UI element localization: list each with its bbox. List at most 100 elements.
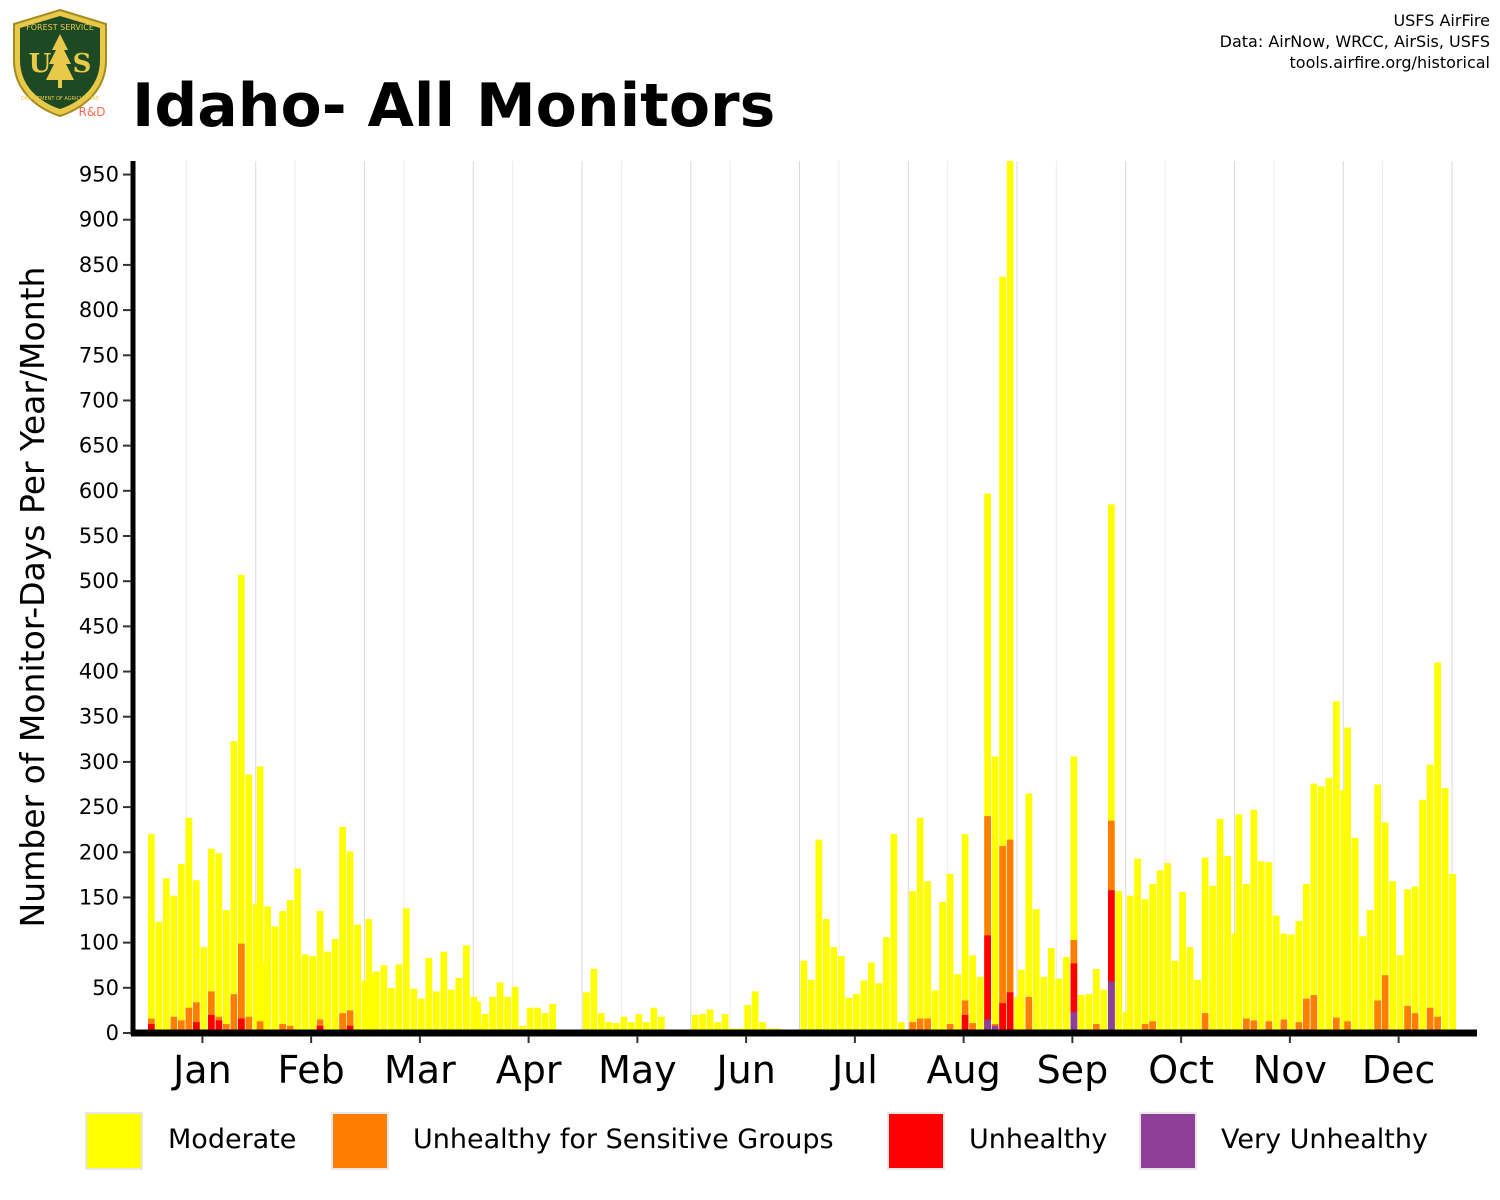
bar-moderate xyxy=(223,910,230,1033)
bar-moderate xyxy=(1100,989,1108,1033)
bar-moderate xyxy=(853,994,860,1033)
x-tick-label: Aug xyxy=(927,1048,1001,1092)
x-tick-label: Apr xyxy=(496,1048,562,1092)
legend-label: Unhealthy xyxy=(969,1124,1108,1155)
bar-unhealthy xyxy=(238,1018,245,1033)
bar-unhealthy xyxy=(1070,963,1078,1033)
bar-usg xyxy=(916,1018,924,1033)
bar-moderate xyxy=(148,834,155,1033)
bar-moderate xyxy=(1048,948,1055,1033)
bar-unhealthy xyxy=(961,1014,969,1033)
bar-moderate xyxy=(403,908,410,1033)
bar-moderate xyxy=(845,997,853,1033)
bar-moderate xyxy=(489,996,496,1033)
bar-unhealthy xyxy=(1108,890,1115,1033)
bar-moderate xyxy=(346,851,354,1033)
bar-moderate xyxy=(200,947,208,1033)
bar-usg xyxy=(924,1018,931,1033)
legend-swatch xyxy=(85,1112,143,1170)
bar-moderate xyxy=(800,960,808,1033)
bar-moderate xyxy=(1134,858,1141,1033)
bar-moderate xyxy=(511,986,519,1033)
bar-moderate xyxy=(1093,968,1100,1033)
bar-moderate xyxy=(1123,1012,1130,1033)
bar-usg xyxy=(279,1023,286,1033)
bar-moderate xyxy=(946,873,954,1033)
bar-usg xyxy=(346,1010,354,1033)
bar-usg xyxy=(984,816,991,1033)
legend-swatch xyxy=(887,1112,945,1170)
bar-unhealthy xyxy=(148,1023,155,1033)
bar-moderate xyxy=(1340,789,1348,1033)
bar-moderate xyxy=(1033,909,1040,1033)
bar-moderate xyxy=(635,1014,643,1033)
bar-unhealthy xyxy=(193,1022,200,1033)
bar-moderate xyxy=(991,756,999,1033)
bar-moderate xyxy=(534,1007,541,1033)
bar-moderate xyxy=(354,924,361,1033)
bar-moderate xyxy=(1006,161,1014,1033)
bar-moderate xyxy=(271,926,279,1033)
bar-moderate xyxy=(215,853,223,1033)
bar-moderate xyxy=(1164,863,1171,1033)
bar-moderate xyxy=(279,911,286,1033)
bar-unhealthy xyxy=(316,1025,324,1033)
bar-moderate xyxy=(620,1016,628,1033)
bar-moderate xyxy=(448,989,455,1033)
svg-text:U: U xyxy=(29,49,52,79)
bar-moderate xyxy=(1404,889,1411,1033)
bar-moderate xyxy=(549,1004,556,1033)
bar-usg xyxy=(193,1002,200,1033)
bar-moderate xyxy=(1224,855,1231,1033)
bar-moderate xyxy=(1231,933,1239,1033)
bar-moderate xyxy=(883,937,890,1033)
bar-unhealthy xyxy=(984,935,991,1033)
bar-moderate xyxy=(1389,881,1396,1033)
bar-very-unhealthy xyxy=(1070,1012,1078,1033)
x-tick-label: Jun xyxy=(714,1048,775,1092)
y-tick-label: 150 xyxy=(79,885,119,909)
bar-usg xyxy=(1280,1019,1288,1033)
bar-moderate xyxy=(519,1025,526,1033)
bar-moderate xyxy=(365,919,373,1033)
y-tick-label: 50 xyxy=(92,976,119,1000)
bar-moderate xyxy=(185,817,193,1033)
bar-moderate xyxy=(1040,976,1048,1033)
bar-moderate xyxy=(1179,892,1186,1033)
bar-moderate xyxy=(369,975,376,1033)
bar-moderate xyxy=(598,1013,605,1033)
bar-moderate xyxy=(208,848,215,1033)
bar-moderate xyxy=(1078,995,1085,1033)
bar-very-unhealthy xyxy=(1108,981,1115,1033)
bar-moderate xyxy=(744,1004,751,1033)
y-tick-label: 100 xyxy=(79,931,119,955)
bar-usg xyxy=(1426,1007,1434,1033)
bar-moderate xyxy=(650,1007,658,1033)
bar-moderate xyxy=(823,919,830,1033)
y-tick-label: 300 xyxy=(79,750,119,774)
bar-moderate xyxy=(264,906,271,1033)
bar-moderate xyxy=(1149,883,1156,1033)
bar-moderate xyxy=(1295,920,1303,1033)
x-tick-label: Sep xyxy=(1037,1048,1109,1092)
bar-unhealthy xyxy=(1006,992,1014,1033)
y-tick-label: 700 xyxy=(79,388,119,412)
chart-title: Idaho- All Monitors xyxy=(132,71,776,141)
bar-usg xyxy=(178,1020,185,1033)
bar-usg xyxy=(1434,1016,1441,1033)
bar-moderate xyxy=(759,1022,766,1033)
bar-usg xyxy=(170,1016,178,1033)
svg-text:DEPARTMENT OF AGRICULTURE: DEPARTMENT OF AGRICULTURE xyxy=(21,96,99,102)
bar-usg xyxy=(1250,1020,1258,1033)
bar-moderate xyxy=(309,956,316,1033)
y-tick-label: 0 xyxy=(106,1021,119,1045)
bar-moderate xyxy=(1280,933,1288,1033)
bar-moderate xyxy=(1449,873,1456,1033)
bar-moderate xyxy=(1374,784,1381,1033)
logo-tag: R&D xyxy=(79,105,106,119)
bar-moderate xyxy=(969,955,976,1033)
bar-moderate xyxy=(1025,793,1033,1033)
bar-moderate xyxy=(931,990,939,1033)
bar-usg xyxy=(1006,839,1014,1033)
